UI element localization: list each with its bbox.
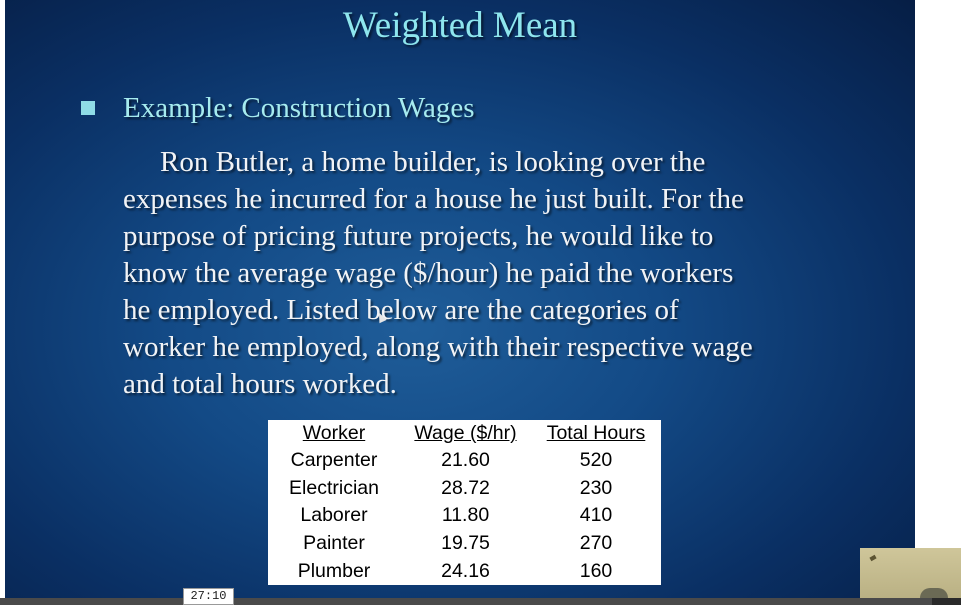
cell-hours: 520 (579, 449, 613, 472)
paragraph-line: worker he employed, along with their res… (123, 331, 753, 363)
table-header-row: Worker Wage ($/hr) Total Hours (268, 420, 661, 447)
cell-worker: Laborer (300, 504, 368, 527)
header-wage: Wage ($/hr) (414, 422, 517, 444)
cell-wage: 19.75 (441, 532, 490, 555)
cell-wage: 24.16 (441, 559, 490, 582)
timestamp-tooltip: 27:10 (183, 588, 234, 605)
cell-hours: 160 (579, 559, 613, 582)
table-row: Electrician 28.72 230 (268, 475, 661, 503)
header-total-hours: Total Hours (546, 422, 646, 444)
paragraph-line: he employed. Listed below are the catego… (123, 294, 679, 326)
cell-worker: Painter (303, 532, 365, 555)
cell-hours: 410 (579, 504, 613, 527)
cell-worker: Carpenter (290, 449, 378, 472)
cell-wage: 21.60 (441, 449, 490, 472)
webcam-thumbnail[interactable] (860, 548, 961, 600)
paragraph-line: purpose of pricing future projects, he w… (123, 220, 714, 252)
cell-hours: 230 (579, 476, 613, 499)
bullet-heading: Example: Construction Wages (123, 92, 475, 124)
slide: Weighted Mean Example: Construction Wage… (5, 0, 915, 598)
progress-fill (0, 598, 933, 605)
cell-worker: Plumber (297, 559, 371, 582)
cell-wage: 28.72 (441, 476, 490, 499)
table-row: Laborer 11.80 410 (268, 502, 661, 530)
header-worker: Worker (302, 422, 366, 444)
video-progress-bar[interactable] (0, 598, 961, 605)
paragraph-line: expenses he incurred for a house he just… (123, 183, 744, 215)
cell-hours: 270 (579, 532, 613, 555)
paragraph-line: and total hours worked. (123, 368, 397, 400)
wage-table: Worker Wage ($/hr) Total Hours Carpenter… (268, 420, 661, 585)
paragraph-line: know the average wage ($/hour) he paid t… (123, 257, 734, 289)
paragraph-line: Ron Butler, a home builder, is looking o… (160, 146, 706, 178)
table-row: Plumber 24.16 160 (268, 557, 661, 585)
thumbnail-detail (920, 588, 948, 600)
square-bullet-icon (81, 101, 95, 115)
cell-worker: Electrician (289, 476, 379, 499)
example-paragraph: Ron Butler, a home builder, is looking o… (123, 144, 883, 403)
table-row: Carpenter 21.60 520 (268, 447, 661, 475)
thumbnail-detail (869, 554, 877, 562)
slide-title: Weighted Mean (342, 5, 578, 46)
cell-wage: 11.80 (441, 504, 490, 527)
table-row: Painter 19.75 270 (268, 530, 661, 558)
